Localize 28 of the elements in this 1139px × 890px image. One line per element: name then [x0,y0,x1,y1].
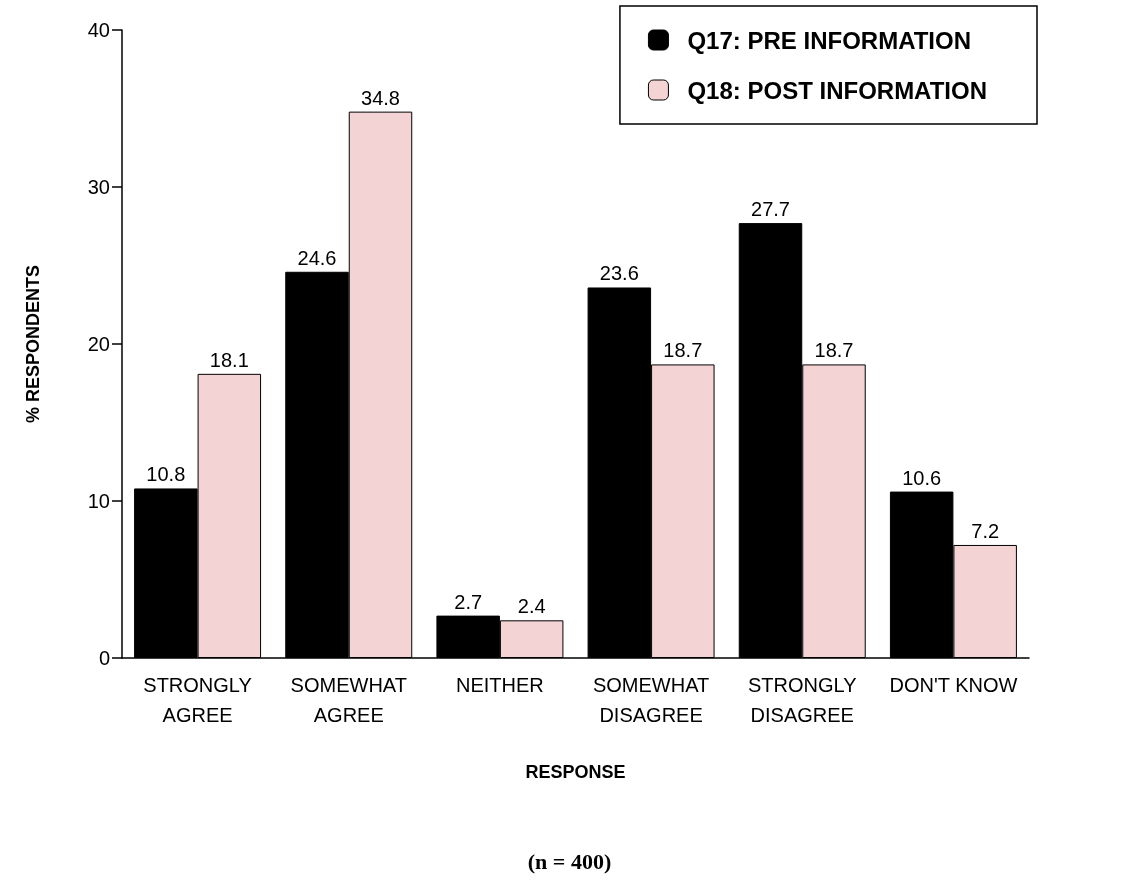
y-axis-title: % RESPONDENTS [23,264,43,424]
legend-label: Q18: POST INFORMATION [687,76,988,104]
y-tick-label: 20 [87,333,110,355]
x-axis-title: RESPONSE [525,762,626,782]
y-tick-label: 0 [98,647,110,669]
x-tick-label: NEITHER [456,674,544,696]
y-tick-label: 40 [87,19,110,41]
x-tick-label: STRONGLY DISAGREE [747,674,857,726]
data-label: 34.8 [361,86,400,109]
data-label: 24.6 [297,246,337,269]
y-tick-label: 30 [87,176,110,198]
text: (n = 400) [527,848,612,874]
data-label: 18.7 [814,339,854,362]
data-label: 27.7 [751,198,790,221]
data-label: 2.7 [454,590,483,613]
legend-label: Q17: PRE INFORMATION [687,26,972,54]
x-tick-label: SOMEWHAT DISAGREE [592,674,710,726]
data-label: 2.4 [517,595,546,618]
data-label: 18.7 [663,339,703,362]
y-tick-label: 10 [87,490,110,512]
data-label: 23.6 [599,262,639,285]
x-tick-label: DON'T KNOW [889,674,1018,696]
data-label: 10.6 [902,466,942,489]
data-label: 10.8 [146,463,186,486]
x-tick-label: STRONGLY AGREE [143,674,252,726]
x-tick-label: SOMEWHAT AGREE [290,674,407,726]
data-label: 18.1 [209,348,249,371]
data-label: 7.2 [971,519,1000,542]
